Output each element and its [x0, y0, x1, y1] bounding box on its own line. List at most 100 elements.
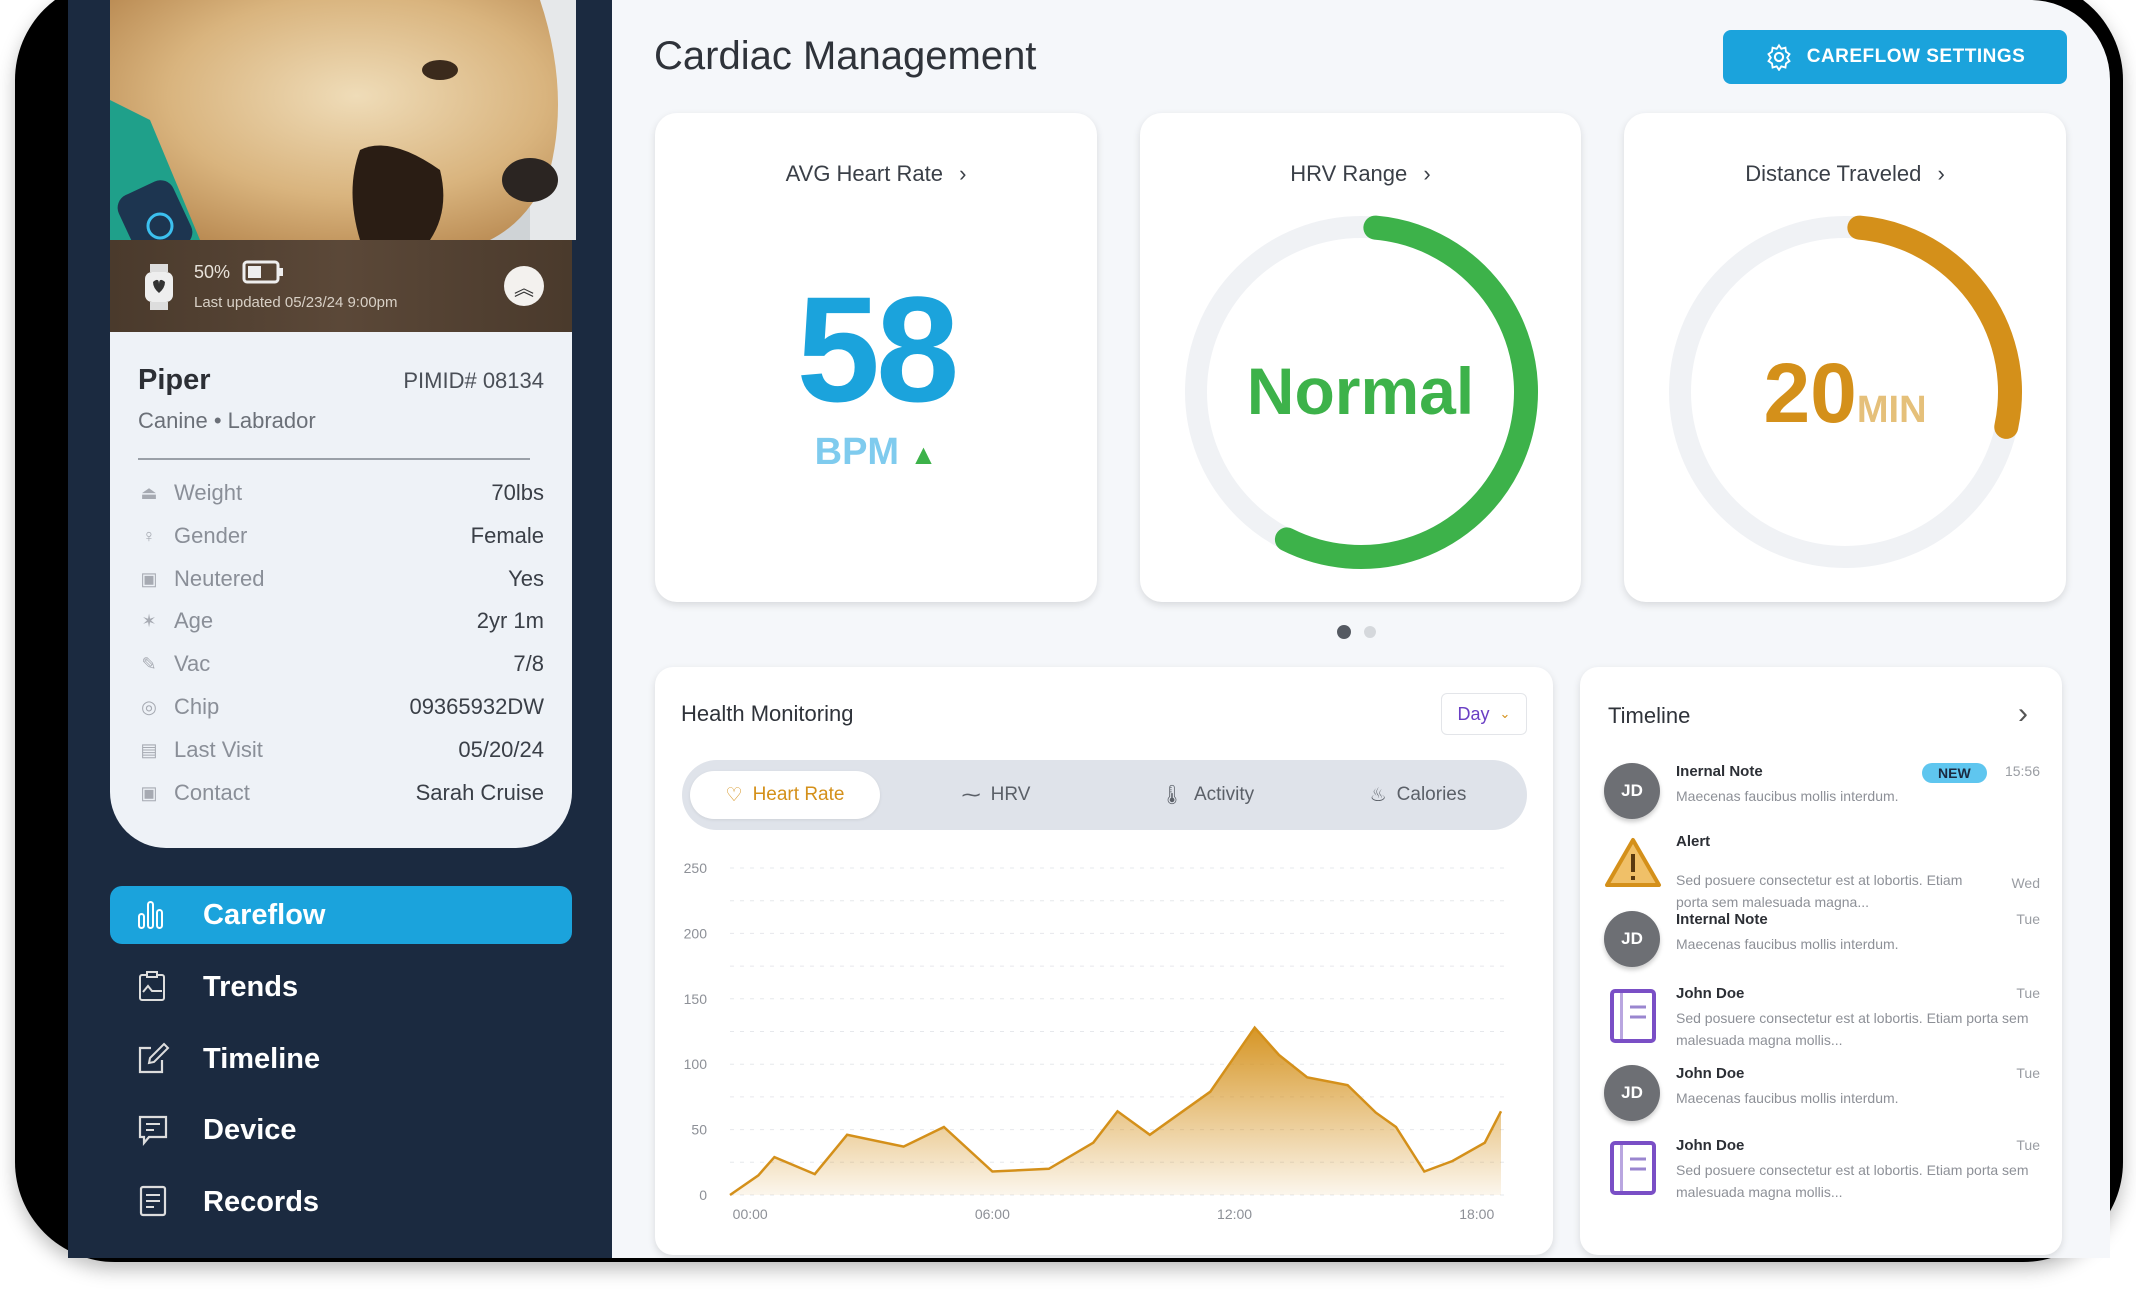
period-select[interactable]: Day ⌄	[1441, 693, 1527, 735]
timeline-item-title: John Doe	[1676, 1137, 1745, 1154]
info-row-contact: ▣ Contact Sarah Cruise	[138, 778, 544, 808]
nav-item-device[interactable]: Device	[110, 1101, 572, 1159]
x-tick-label: 06:00	[975, 1206, 1010, 1222]
thermometer-icon: 🌡︎	[1159, 785, 1184, 806]
pulse-icon: ⁓	[961, 784, 981, 806]
timeline-item-time: Tue	[2016, 911, 2040, 927]
y-tick-label: 150	[684, 991, 708, 1007]
clipboard-icon: ▣	[140, 568, 158, 589]
info-value: 05/20/24	[458, 736, 544, 762]
info-label: Age	[174, 608, 214, 634]
battery-percent: 50%	[194, 262, 231, 282]
nav-item-timeline[interactable]: Timeline	[110, 1030, 572, 1088]
info-label: Chip	[174, 694, 220, 719]
metric-tabs: ♡ Heart Rate ⁓ HRV 🌡︎ Activity ♨ Calories	[682, 760, 1527, 830]
chevron-right-icon: ›	[1937, 161, 1945, 186]
info-row-neutered: ▣ Neutered Yes	[138, 564, 544, 594]
chevron-right-icon[interactable]: ›	[2018, 697, 2028, 730]
trend-up-icon: ▲	[909, 439, 938, 470]
nav-item-trends[interactable]: Trends	[110, 958, 572, 1016]
timeline-item-time: Tue	[2016, 1137, 2040, 1153]
card-title: HRV Range	[1290, 161, 1408, 186]
info-label: Gender	[174, 522, 248, 548]
divider	[138, 458, 530, 460]
info-row-chip: ◎ Chip 09365932DW	[138, 692, 544, 722]
nav-label: Device	[203, 1113, 297, 1146]
section-title: Health Monitoring	[681, 701, 854, 726]
warning-icon	[1604, 837, 1662, 894]
info-label: Weight	[174, 480, 243, 505]
timeline-item-desc: Maecenas faucibus mollis interdum.	[1676, 1090, 1899, 1106]
timeline-title: Timeline	[1608, 703, 1691, 728]
timeline-item[interactable]: JD John Doe Maecenas faucibus mollis inter…	[1604, 1065, 2040, 1135]
tab-heart-rate[interactable]: ♡ Heart Rate	[690, 771, 880, 819]
calendar-icon: ▤	[140, 739, 158, 760]
timeline-item-title: John Doe	[1676, 1065, 1745, 1082]
edit-icon	[134, 1042, 174, 1076]
hrv-range-card[interactable]: HRV Range › Normal	[1140, 113, 1581, 602]
y-tick-label: 200	[684, 925, 708, 941]
info-value: Female	[470, 522, 544, 548]
tab-label: Heart Rate	[752, 784, 845, 805]
device-status-bar: 50% Last updated 05/23/24 9:00pm ︽	[110, 240, 572, 332]
hrv-status: Normal	[1246, 354, 1475, 428]
species-breed: Canine • Labrador	[138, 408, 316, 433]
contact-icon: ▣	[140, 782, 158, 803]
timeline-item-desc: Maecenas faucibus mollis interdum.	[1676, 936, 1899, 952]
avg-heart-rate-card[interactable]: AVG Heart Rate › 58 BPM ▲	[655, 113, 1097, 602]
heart-rate-chart: 0 50 100 150 200 250 00:00 06:00 12:00 18:00	[684, 860, 1505, 1222]
timeline-item-time: Wed	[2011, 875, 2040, 891]
party-icon: ✶	[141, 611, 157, 632]
trends-icon	[134, 970, 174, 1004]
timeline-item[interactable]: John Doe Sed posuere consectetur est at l…	[1604, 1137, 2040, 1207]
distance-traveled-card[interactable]: Distance Traveled › 20MIN	[1624, 113, 2066, 602]
nav-item-records[interactable]: Records	[110, 1173, 572, 1231]
timeline-item[interactable]: JD Inernal Note NEW Maecenas faucibus molli…	[1604, 763, 2040, 833]
chevron-double-up-icon: ︽	[514, 277, 534, 300]
chevron-right-icon: ›	[1423, 161, 1431, 186]
record-icon	[1610, 1141, 1656, 1200]
carousel-dot-active[interactable]	[1337, 625, 1351, 639]
chevron-down-icon: ⌄	[1499, 706, 1511, 721]
timeline-item-desc: Sed posuere consectetur est at lobortis.…	[1676, 872, 1963, 910]
gear-icon	[1766, 43, 1791, 71]
heart-rate-unit: BPM	[814, 431, 900, 473]
timeline-item-desc: Sed posuere consectetur est at lobortis.…	[1676, 1010, 2029, 1048]
area-fill	[730, 1027, 1501, 1195]
timeline-card: Timeline › JD Inernal Note NEW Maecenas fau…	[1580, 667, 2062, 1255]
x-tick-label: 18:00	[1459, 1206, 1494, 1222]
heart-icon: ♡	[725, 784, 743, 806]
info-value: 7/8	[513, 651, 544, 677]
info-value: 2yr 1m	[476, 608, 544, 634]
info-label: Last Visit	[174, 736, 263, 762]
chip-icon: ◎	[141, 697, 157, 717]
tab-activity[interactable]: 🌡︎ Activity	[1112, 771, 1302, 819]
x-tick-label: 12:00	[1217, 1206, 1252, 1222]
nav-label: Trends	[203, 970, 299, 1003]
syringe-icon: ✎	[141, 654, 157, 675]
info-row-weight: ⏏ Weight 70lbs	[138, 478, 544, 508]
timeline-item-title: John Doe	[1676, 985, 1745, 1002]
nav-item-careflow[interactable]: Careflow	[110, 886, 572, 944]
timeline-item[interactable]: John Doe Sed posuere consectetur est at l…	[1604, 985, 2040, 1055]
last-updated: Last updated 05/23/24 9:00pm	[194, 294, 398, 311]
y-tick-label: 0	[699, 1187, 707, 1203]
timeline-item[interactable]: Alert Sed posuere consectetur est at lobo…	[1604, 833, 2040, 910]
carousel-dot[interactable]	[1364, 626, 1376, 638]
timeline-item[interactable]: JD Internal Note Maecenas faucibus mollis …	[1604, 911, 2040, 981]
document-icon	[134, 1185, 174, 1219]
tab-calories[interactable]: ♨ Calories	[1323, 771, 1513, 819]
smartwatch-icon	[145, 264, 173, 310]
y-tick-label: 250	[684, 860, 708, 876]
timeline-item-time: Tue	[2016, 1065, 2040, 1081]
tab-hrv[interactable]: ⁓ HRV	[901, 771, 1091, 819]
timeline-item-title: Inernal Note	[1676, 763, 1763, 780]
y-tick-label: 100	[684, 1056, 708, 1072]
record-icon	[1610, 989, 1656, 1048]
page-title: Cardiac Management	[654, 34, 1037, 78]
timeline-item-time: Tue	[2016, 985, 2040, 1001]
careflow-settings-button[interactable]: CAREFLOW SETTINGS	[1723, 30, 2067, 84]
card-title: AVG Heart Rate	[785, 161, 943, 186]
flame-icon: ♨	[1369, 784, 1387, 806]
collapse-button[interactable]: ︽	[504, 266, 544, 306]
